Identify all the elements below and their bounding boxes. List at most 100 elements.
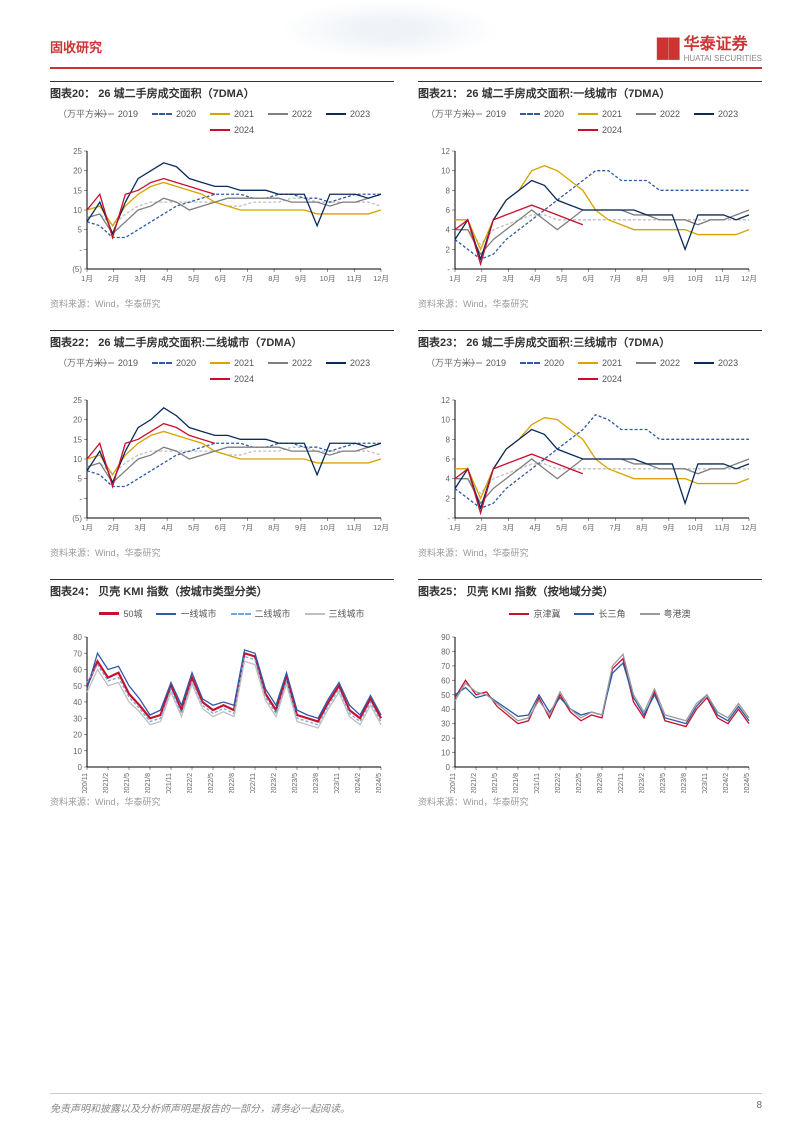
svg-text:50: 50 <box>73 682 82 691</box>
svg-text:5月: 5月 <box>556 274 568 283</box>
svg-text:8: 8 <box>446 435 451 444</box>
svg-text:6月: 6月 <box>215 274 227 283</box>
svg-text:2023/11: 2023/11 <box>702 773 709 793</box>
svg-text:3月: 3月 <box>503 523 515 532</box>
page-number: 8 <box>756 1100 762 1115</box>
chart-24: 图表24： 贝壳 KMI 指数（按城市类型分类）50城一线城市二线城市三线城市0… <box>50 579 394 808</box>
svg-text:20: 20 <box>73 416 82 425</box>
svg-text:2024/5: 2024/5 <box>744 773 751 793</box>
svg-text:10: 10 <box>73 206 82 215</box>
svg-text:12: 12 <box>441 396 450 405</box>
svg-text:2023/5: 2023/5 <box>292 773 299 793</box>
svg-text:2月: 2月 <box>108 523 120 532</box>
svg-text:5: 5 <box>78 226 83 235</box>
svg-text:11月: 11月 <box>715 274 730 283</box>
chart-title: 图表22： 26 城二手房成交面积:二线城市（7DMA） <box>50 330 394 350</box>
chart-source: 资料来源：Wind，华泰研究 <box>50 795 394 808</box>
page-footer: 免责声明和披露以及分析师声明是报告的一部分，请务必一起阅读。 8 <box>50 1093 762 1115</box>
svg-text:5月: 5月 <box>556 523 568 532</box>
svg-text:9月: 9月 <box>295 523 307 532</box>
svg-text:80: 80 <box>73 633 82 642</box>
svg-text:70: 70 <box>441 662 450 671</box>
svg-text:2021/8: 2021/8 <box>145 773 152 793</box>
svg-text:2022/8: 2022/8 <box>597 773 604 793</box>
svg-text:4: 4 <box>446 226 451 235</box>
disclaimer-text: 免责声明和披露以及分析师声明是报告的一部分，请务必一起阅读。 <box>50 1100 350 1115</box>
svg-text:3月: 3月 <box>503 274 515 283</box>
svg-text:-: - <box>447 265 450 274</box>
svg-text:2020/11: 2020/11 <box>450 773 457 793</box>
chart-source: 资料来源：Wind，华泰研究 <box>50 546 394 559</box>
svg-text:3月: 3月 <box>135 523 147 532</box>
svg-text:-: - <box>79 245 82 254</box>
svg-text:2023/8: 2023/8 <box>681 773 688 793</box>
svg-text:9月: 9月 <box>663 523 675 532</box>
svg-text:7月: 7月 <box>610 274 622 283</box>
svg-text:2023/2: 2023/2 <box>639 773 646 793</box>
svg-text:1月: 1月 <box>449 274 461 283</box>
svg-text:15: 15 <box>73 435 82 444</box>
svg-text:2022/2: 2022/2 <box>187 773 194 793</box>
svg-text:20: 20 <box>73 167 82 176</box>
chart-23: 图表23： 26 城二手房成交面积:三线城市（7DMA）（万平方米）201920… <box>418 330 762 559</box>
svg-text:8月: 8月 <box>268 523 280 532</box>
chart-source: 资料来源：Wind，华泰研究 <box>50 297 394 310</box>
svg-text:11月: 11月 <box>715 523 730 532</box>
svg-text:10月: 10月 <box>320 523 336 532</box>
svg-text:10: 10 <box>73 747 82 756</box>
svg-text:12月: 12月 <box>741 274 757 283</box>
svg-text:2022/11: 2022/11 <box>618 773 625 793</box>
svg-text:10月: 10月 <box>688 274 704 283</box>
chart-canvas: （万平方米）201920202021202220232024(5)-510152… <box>50 105 394 295</box>
svg-text:2月: 2月 <box>476 523 488 532</box>
svg-text:1月: 1月 <box>81 523 93 532</box>
chart-title: 图表25： 贝壳 KMI 指数（按地域分类） <box>418 579 762 599</box>
svg-text:15: 15 <box>73 186 82 195</box>
chart-title: 图表20： 26 城二手房成交面积（7DMA） <box>50 81 394 101</box>
svg-text:0: 0 <box>78 763 83 772</box>
svg-text:25: 25 <box>73 396 82 405</box>
svg-text:12月: 12月 <box>373 523 389 532</box>
svg-text:2021/8: 2021/8 <box>513 773 520 793</box>
svg-text:10月: 10月 <box>688 523 704 532</box>
svg-text:7月: 7月 <box>242 274 254 283</box>
svg-text:25: 25 <box>73 147 82 156</box>
chart-22: 图表22： 26 城二手房成交面积:二线城市（7DMA）（万平方米）201920… <box>50 330 394 559</box>
chart-canvas: 京津冀长三角粤港澳01020304050607080902020/112021/… <box>418 603 762 793</box>
chart-canvas: 50城一线城市二线城市三线城市010203040506070802020/112… <box>50 603 394 793</box>
chart-21: 图表21： 26 城二手房成交面积:一线城市（7DMA）（万平方米）201920… <box>418 81 762 310</box>
svg-text:20: 20 <box>73 731 82 740</box>
svg-text:3月: 3月 <box>135 274 147 283</box>
svg-text:10月: 10月 <box>320 274 336 283</box>
svg-text:4月: 4月 <box>529 523 541 532</box>
svg-text:2024/2: 2024/2 <box>355 773 362 793</box>
svg-text:20: 20 <box>441 734 450 743</box>
svg-text:40: 40 <box>73 698 82 707</box>
svg-text:12: 12 <box>441 147 450 156</box>
svg-text:-: - <box>447 514 450 523</box>
svg-text:(5): (5) <box>72 514 82 523</box>
svg-text:2022/5: 2022/5 <box>208 773 215 793</box>
svg-text:2024/5: 2024/5 <box>376 773 383 793</box>
svg-text:60: 60 <box>441 676 450 685</box>
svg-text:2023/2: 2023/2 <box>271 773 278 793</box>
svg-text:70: 70 <box>73 649 82 658</box>
svg-text:10: 10 <box>441 167 450 176</box>
svg-text:2023/8: 2023/8 <box>313 773 320 793</box>
section-title: 固收研究 <box>50 37 102 56</box>
svg-text:50: 50 <box>441 691 450 700</box>
svg-text:2023/11: 2023/11 <box>334 773 341 793</box>
svg-text:4月: 4月 <box>529 274 541 283</box>
svg-text:12月: 12月 <box>741 523 757 532</box>
svg-text:10: 10 <box>441 416 450 425</box>
svg-text:4月: 4月 <box>161 523 173 532</box>
chart-source: 资料来源：Wind，华泰研究 <box>418 546 762 559</box>
svg-text:60: 60 <box>73 666 82 675</box>
svg-text:5: 5 <box>78 475 83 484</box>
svg-text:7月: 7月 <box>242 523 254 532</box>
logo-icon: ▮▮ <box>655 30 678 63</box>
svg-text:8: 8 <box>446 186 451 195</box>
svg-text:11月: 11月 <box>347 274 362 283</box>
svg-text:2月: 2月 <box>108 274 120 283</box>
svg-text:2021/5: 2021/5 <box>124 773 131 793</box>
